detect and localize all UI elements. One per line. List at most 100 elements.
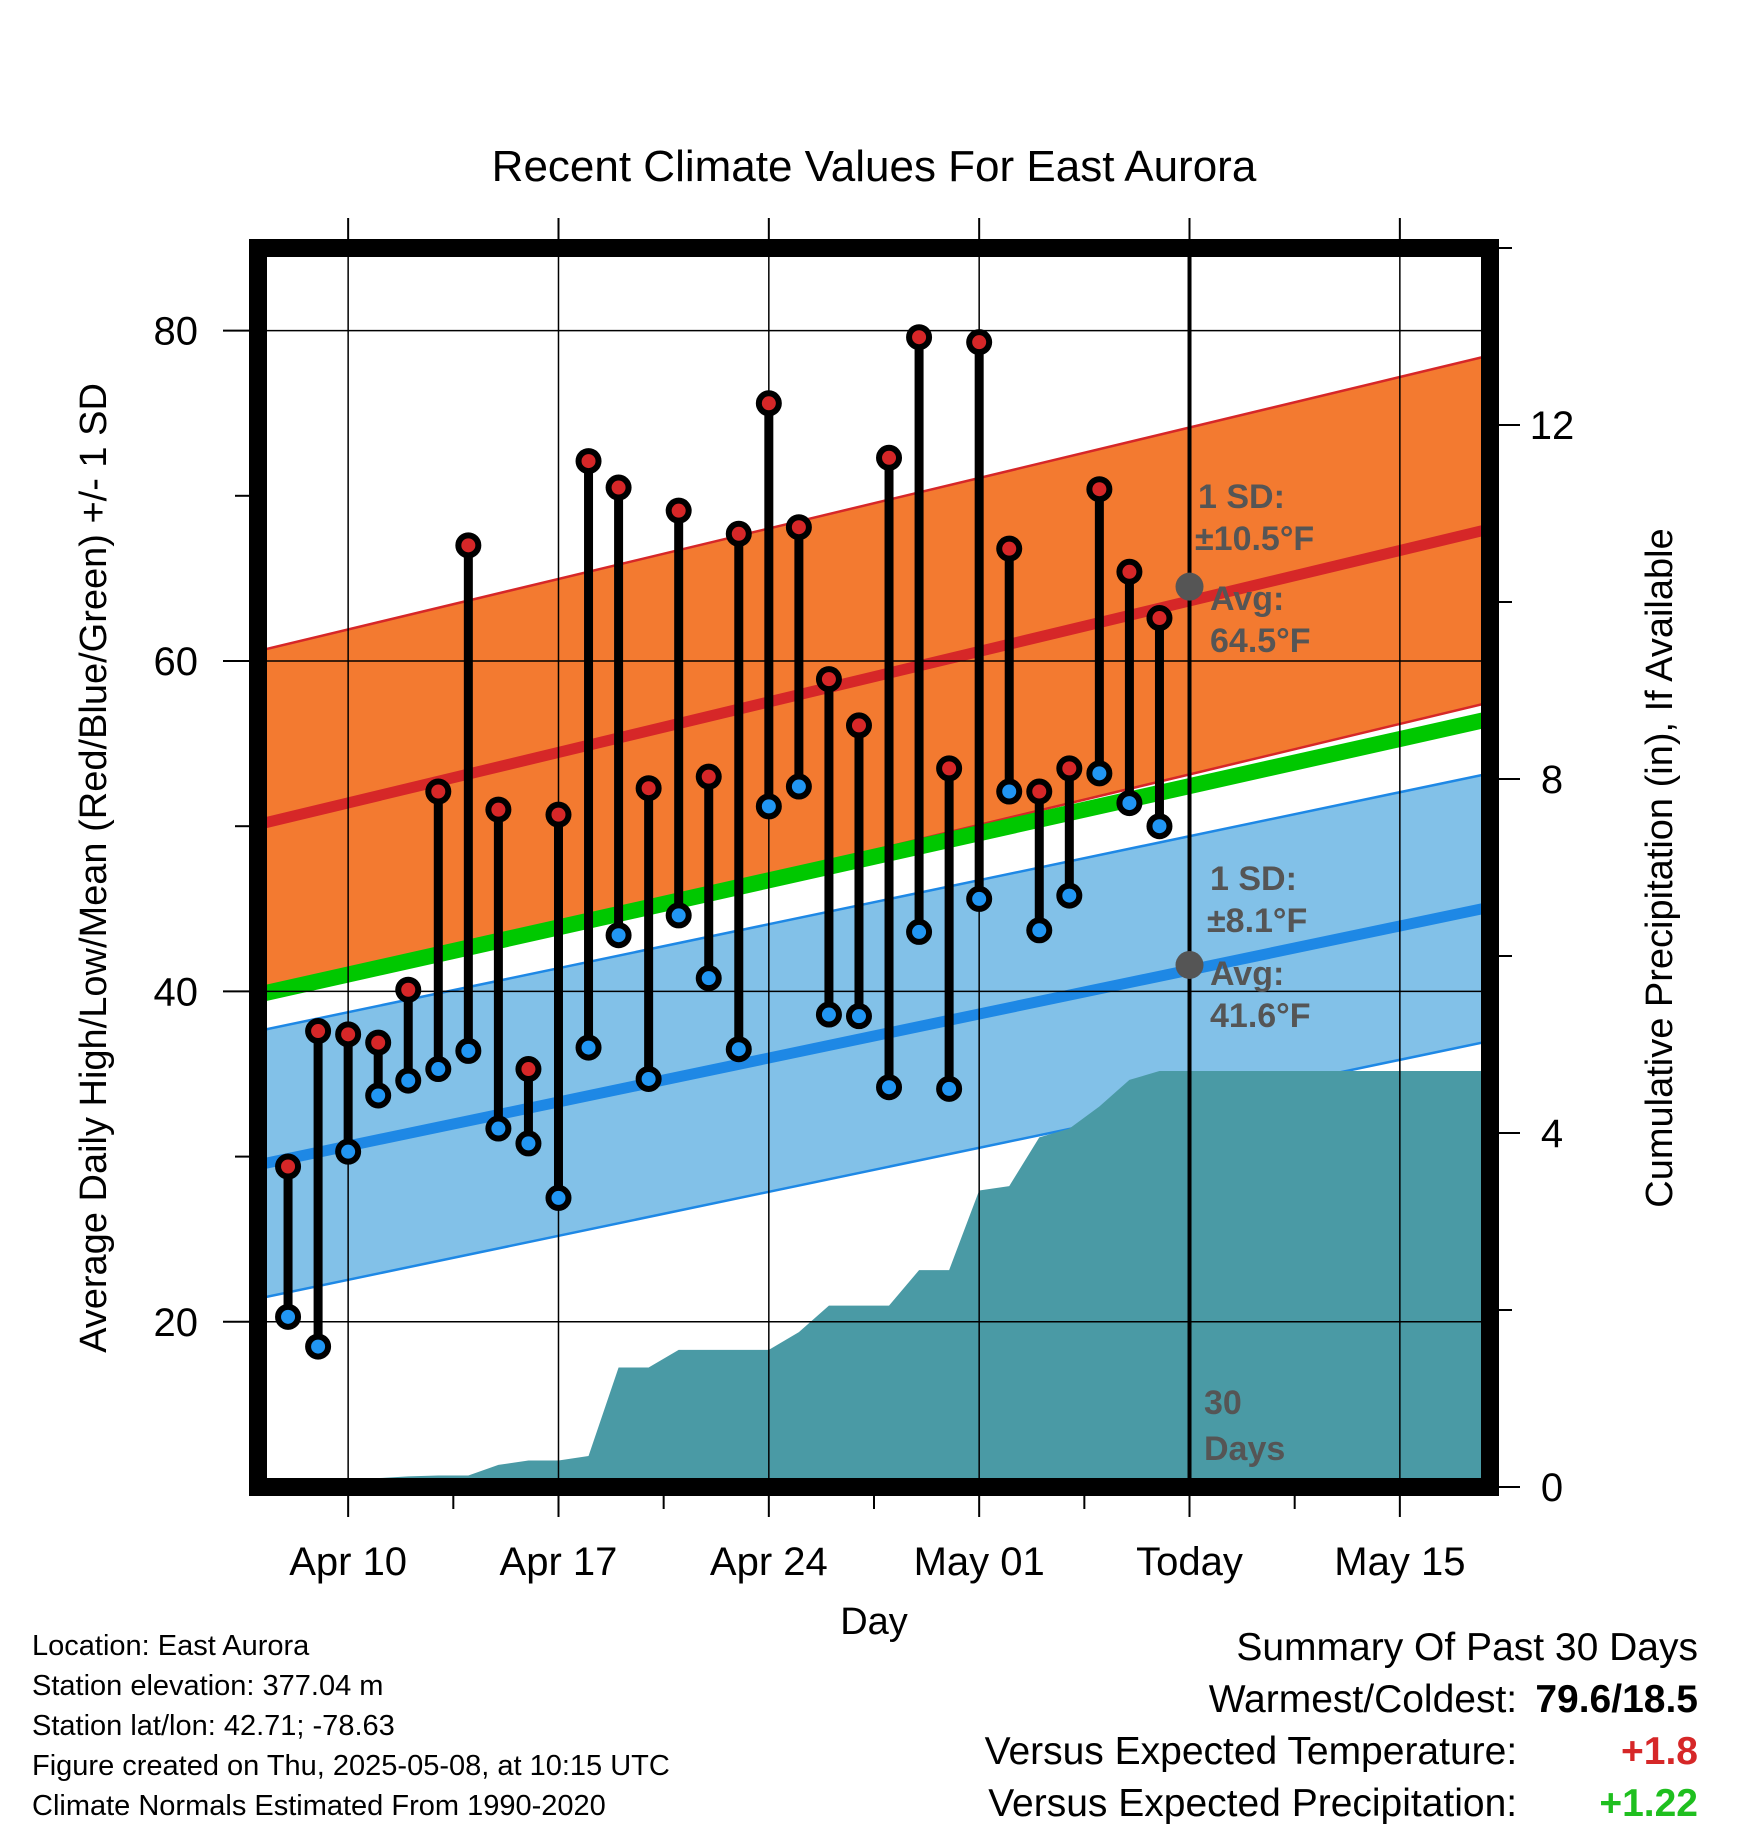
normal-high-line xyxy=(258,523,1490,830)
high-point xyxy=(815,666,842,693)
high-point xyxy=(725,520,752,547)
low-point xyxy=(996,778,1023,805)
high-point xyxy=(395,976,422,1003)
low-point xyxy=(815,1001,842,1028)
high-point xyxy=(425,778,452,805)
temp-row: Versus Expected Temperature: +1.8 xyxy=(985,1726,1698,1778)
high-point xyxy=(996,535,1023,562)
warmest-row: Warmest/Coldest: 79.6/18.5 xyxy=(985,1674,1698,1726)
precip-label: Versus Expected Precipitation: xyxy=(988,1782,1518,1825)
location-text: Location: East Aurora xyxy=(32,1630,310,1662)
high-sd-label: 1 SD: xyxy=(1198,478,1285,516)
high-point xyxy=(936,755,963,782)
created-text: Figure created on Thu, 2025-05-08, at 10… xyxy=(32,1750,670,1782)
high-point xyxy=(845,712,872,739)
plot-frame xyxy=(249,239,1499,1496)
high-point xyxy=(1146,605,1173,632)
low-point xyxy=(906,918,933,945)
low-point xyxy=(725,1036,752,1063)
low-point xyxy=(425,1056,452,1083)
low-point xyxy=(395,1067,422,1094)
normal-low-upper-line xyxy=(258,772,1490,1033)
high-avg-label: Avg: xyxy=(1210,580,1284,618)
low-point xyxy=(876,1074,903,1101)
high-point xyxy=(365,1029,392,1056)
y-tick-label: 60 xyxy=(154,640,199,684)
low-point xyxy=(755,793,782,820)
low-avg-label: Avg: xyxy=(1210,955,1284,993)
x-tick-label: May 15 xyxy=(1334,1540,1465,1584)
high-point xyxy=(305,1018,332,1045)
low-point xyxy=(485,1115,512,1142)
x-tick-label: Apr 17 xyxy=(500,1540,618,1584)
y2-axis-label: Cumulative Precipitation (in), If Availa… xyxy=(1639,528,1681,1207)
low-point xyxy=(665,902,692,929)
precip-row: Versus Expected Precipitation: +1.22 xyxy=(985,1778,1698,1830)
low-point xyxy=(1056,882,1083,909)
low-sd-value: ±8.1°F xyxy=(1207,902,1307,940)
high-point xyxy=(785,514,812,541)
low-point xyxy=(455,1037,482,1064)
high-point xyxy=(876,444,903,471)
y2-tick-label: 0 xyxy=(1541,1466,1563,1510)
low-point xyxy=(1026,917,1053,944)
low-point xyxy=(635,1065,662,1092)
high-point xyxy=(635,775,662,802)
warmest-value: 79.6/18.5 xyxy=(1535,1678,1698,1721)
precip-area xyxy=(258,1071,1490,1487)
plot-inner xyxy=(258,354,1490,1487)
high-point xyxy=(665,497,692,524)
y-tick-label: 80 xyxy=(154,310,199,354)
warmest-label: Warmest/Coldest: xyxy=(1208,1678,1518,1721)
low-point xyxy=(966,885,993,912)
low-point xyxy=(605,922,632,949)
high-point xyxy=(1026,778,1053,805)
low-point xyxy=(515,1130,542,1157)
y-tick-label: 40 xyxy=(154,970,199,1014)
window-label-unit: Days xyxy=(1204,1430,1285,1468)
y2-tick-label: 4 xyxy=(1541,1112,1563,1156)
low-point xyxy=(695,965,722,992)
high-point xyxy=(545,801,572,828)
elevation-text: Station elevation: 377.04 m xyxy=(32,1670,384,1702)
temp-value: +1.8 xyxy=(1621,1730,1698,1773)
high-point xyxy=(575,448,602,475)
summary-heading: Summary Of Past 30 Days xyxy=(1236,1626,1698,1669)
high-point xyxy=(1086,476,1113,503)
low-point xyxy=(845,1003,872,1030)
low-point xyxy=(365,1082,392,1109)
high-sd-value: ±10.5°F xyxy=(1195,520,1314,558)
station-info: Location: East Aurora Station elevation:… xyxy=(32,1626,670,1826)
y2-tick-label: 12 xyxy=(1530,404,1575,448)
precip-value: +1.22 xyxy=(1599,1782,1698,1825)
low-point xyxy=(335,1138,362,1165)
normal-mean-line xyxy=(258,711,1490,1003)
low-point xyxy=(1086,760,1113,787)
x-tick-label: May 01 xyxy=(914,1540,1045,1584)
low-point xyxy=(545,1184,572,1211)
chart-title: Recent Climate Values For East Aurora xyxy=(492,142,1257,191)
high-point xyxy=(1116,558,1143,585)
low-point xyxy=(305,1333,332,1360)
y2-tick-label: 8 xyxy=(1541,758,1563,802)
high-avg-value: 64.5°F xyxy=(1210,622,1311,660)
x-tick-label: Apr 24 xyxy=(710,1540,828,1584)
today-high-avg-marker xyxy=(1175,572,1204,601)
normal-low-line xyxy=(258,901,1490,1171)
today-low-avg-marker xyxy=(1175,950,1204,979)
low-point xyxy=(575,1034,602,1061)
normals-text: Climate Normals Estimated From 1990-2020 xyxy=(32,1790,606,1822)
low-point xyxy=(785,773,812,800)
normal-high-upper-line xyxy=(258,354,1490,653)
window-label-count: 30 xyxy=(1204,1384,1242,1422)
x-tick-label: Apr 10 xyxy=(289,1540,407,1584)
latlon-text: Station lat/lon: 42.71; -78.63 xyxy=(32,1710,395,1742)
x-axis-label: Day xyxy=(840,1601,908,1643)
low-sd-label: 1 SD: xyxy=(1210,860,1297,898)
low-point xyxy=(1146,813,1173,840)
low-avg-value: 41.6°F xyxy=(1210,997,1311,1035)
high-point xyxy=(455,532,482,559)
low-point xyxy=(936,1075,963,1102)
high-point xyxy=(906,324,933,351)
